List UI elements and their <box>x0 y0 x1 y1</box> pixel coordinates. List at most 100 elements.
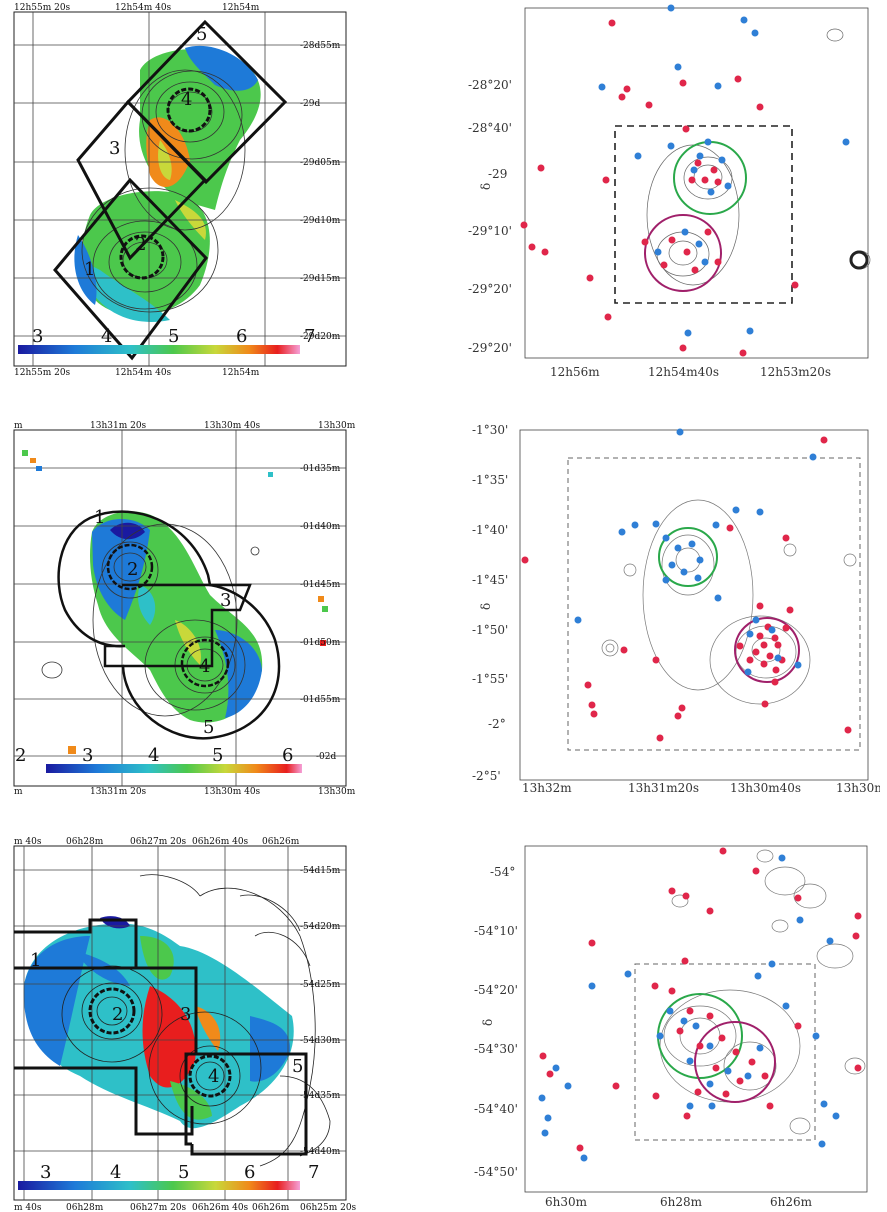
top-tick: m <box>14 421 23 431</box>
row2-temperature-map: 1 2 3 4 5 2 3 4 5 6 m 13h31m 20s 13h30m … <box>13 421 356 797</box>
bottom-tick: 13h30m <box>318 787 356 797</box>
coordinate-grid <box>14 12 346 366</box>
x-tick: 12h54m40s <box>648 365 719 379</box>
right-tick: -01d35m <box>300 464 341 474</box>
colorbar-label-3: 3 <box>32 326 43 347</box>
green-circle <box>658 527 718 587</box>
analysis-regions <box>57 510 281 740</box>
region-label-2: 2 <box>127 559 138 580</box>
x-tick: 13h30m40s <box>730 781 801 795</box>
bottom-tick: 06h26m 40s <box>192 1203 249 1212</box>
y-tick: -1°55' <box>472 672 508 686</box>
right-tick: -54d20m <box>300 922 341 932</box>
y-tick: -1°45' <box>472 573 508 587</box>
right-tick: -29d05m <box>300 158 341 168</box>
region-label-5: 5 <box>292 1056 303 1077</box>
x-tick: 12h56m <box>550 365 600 379</box>
y-tick: -1°50' <box>472 623 508 637</box>
region-label-4: 4 <box>208 1066 219 1087</box>
colorbar <box>18 1181 300 1190</box>
colorbar-label-6: 6 <box>236 326 247 347</box>
right-tick: -54d25m <box>300 980 341 990</box>
y-tick: -29°10' <box>468 224 512 238</box>
colorbar-label-3: 3 <box>82 745 93 766</box>
row1-galaxy-map: -28°20' -28°40' -29 -29°10' -29°20' -29°… <box>468 4 871 379</box>
right-tick: -29d <box>300 99 320 109</box>
y-tick: -1°40' <box>472 523 508 537</box>
y-tick: -2°5' <box>472 769 501 783</box>
region-label-5: 5 <box>203 717 214 738</box>
top-tick: m 40s <box>14 837 42 847</box>
top-tick: 12h54m 40s <box>115 3 172 13</box>
bottom-tick: 13h31m 20s <box>90 787 147 797</box>
row3-temperature-map: 1 2 3 4 5 3 4 5 6 7 m 40s 06h28m 06h27m … <box>13 837 357 1212</box>
region-label-1: 1 <box>84 259 95 280</box>
region-label-3: 3 <box>109 138 120 159</box>
bottom-tick: m <box>14 787 23 797</box>
blue-galaxies <box>598 4 850 337</box>
right-tick: -01d45m <box>300 580 341 590</box>
right-tick: -02d <box>316 752 336 762</box>
field-box <box>634 963 816 1141</box>
top-tick: 06h26m <box>262 837 300 847</box>
top-tick: 12h54m <box>222 3 260 13</box>
right-tick: -54d35m <box>300 1091 341 1101</box>
blue-galaxies <box>574 428 817 676</box>
y-tick: -29°20' <box>468 341 512 355</box>
x-tick: 12h53m20s <box>760 365 831 379</box>
right-tick: -01d50m <box>300 638 341 648</box>
y-tick: -54°40' <box>474 1102 518 1116</box>
field-box <box>567 457 861 751</box>
right-tick: -54d15m <box>300 866 341 876</box>
colorbar <box>18 345 300 354</box>
row2-galaxy-map: -1°30' -1°35' -1°40' -1°45' -1°50' -1°55… <box>472 423 880 795</box>
colorbar-label-4: 4 <box>148 745 159 766</box>
y-tick: -54°10' <box>474 924 518 938</box>
region-label-5: 5 <box>196 24 207 45</box>
magenta-circle <box>734 617 800 683</box>
y-tick: -54°50' <box>474 1165 518 1179</box>
y-tick: -28°40' <box>468 121 512 135</box>
top-tick: 06h27m 20s <box>130 837 187 847</box>
bottom-tick: 13h30m 40s <box>204 787 261 797</box>
right-tick: -01d55m <box>300 695 341 705</box>
bottom-tick: 12h54m <box>222 368 260 378</box>
top-tick: 13h31m 20s <box>90 421 147 431</box>
colorbar-label-4: 4 <box>110 1162 121 1183</box>
colorbar-label-3: 3 <box>40 1162 51 1183</box>
analysis-regions <box>53 19 288 361</box>
colorbar-label-6: 6 <box>282 745 293 766</box>
x-tick: 6h30m <box>545 1195 588 1209</box>
colorbar <box>46 764 302 773</box>
y-tick: -2° <box>488 717 506 731</box>
xray-contours <box>61 874 331 1167</box>
bottom-tick: 06h25m 20s <box>300 1203 357 1212</box>
right-tick: -54d40m <box>300 1147 341 1157</box>
colorbar-label-5: 5 <box>178 1162 189 1183</box>
bottom-tick: 06h27m 20s <box>130 1203 187 1212</box>
blue-galaxies <box>538 854 840 1162</box>
right-tick: -54d30m <box>300 1036 341 1046</box>
y-tick: -29°20' <box>468 282 512 296</box>
region-label-3: 3 <box>220 590 231 611</box>
colorbar-label-2: 2 <box>15 745 26 766</box>
bottom-tick: m 40s <box>14 1203 42 1212</box>
colorbar-label-7: 7 <box>304 326 315 347</box>
x-tick: 6h26m <box>770 1195 813 1209</box>
y-tick: -28°20' <box>468 78 512 92</box>
region-label-2: 2 <box>112 1004 123 1025</box>
row1-temperature-map: 1 2 3 4 5 3 4 5 6 7 12h55m 20s 12h54m 40… <box>13 3 347 378</box>
top-tick: 13h30m <box>318 421 356 431</box>
colorbar-label-7: 7 <box>308 1162 319 1183</box>
region-label-2: 2 <box>135 234 146 255</box>
y-tick: -1°30' <box>472 423 508 437</box>
colorbar-label-4: 4 <box>101 326 112 347</box>
right-tick: -29d20m <box>300 332 341 342</box>
y-tick: -1°35' <box>472 473 508 487</box>
red-galaxies <box>539 847 862 1152</box>
region-label-3: 3 <box>180 1004 191 1025</box>
red-galaxies <box>520 19 799 357</box>
y-axis-label: δ <box>481 1019 495 1026</box>
top-tick: 12h55m 20s <box>14 3 71 13</box>
y-tick: -54° <box>490 865 515 879</box>
